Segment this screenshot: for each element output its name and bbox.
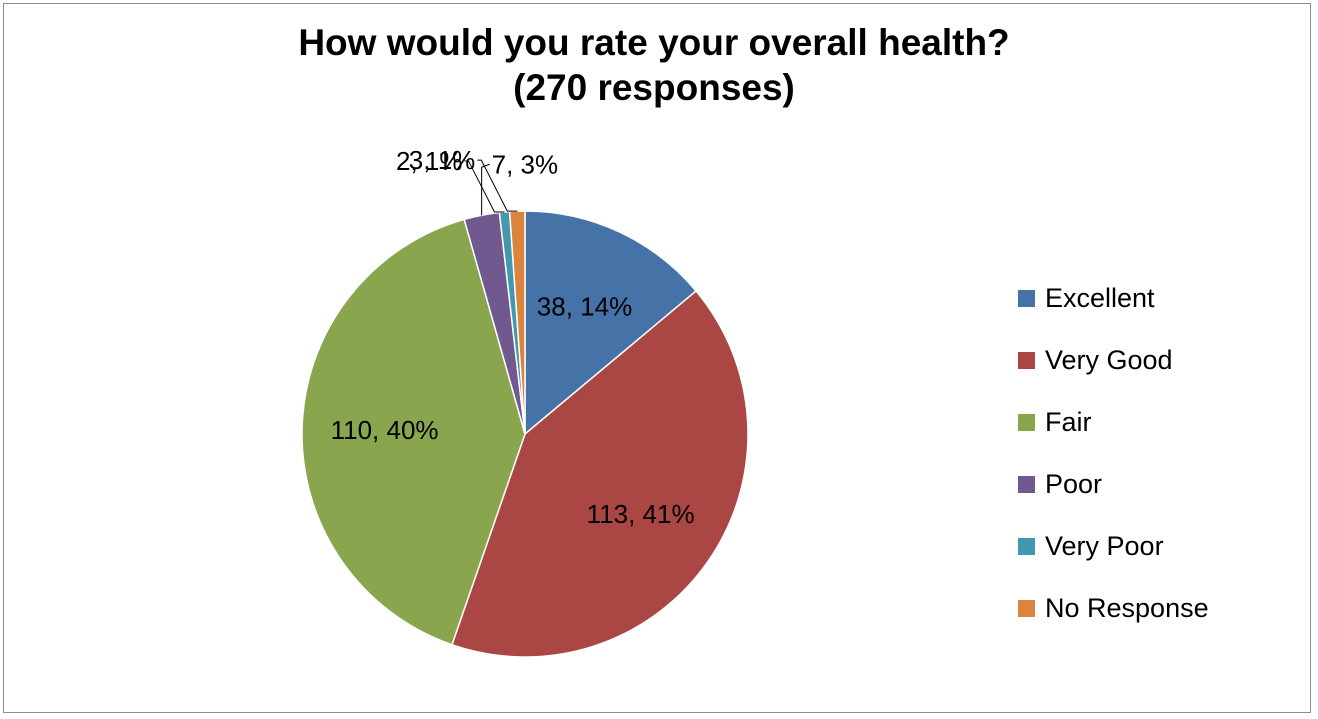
data-label-fair: 110, 40% [331, 415, 439, 445]
data-label-no-response: 3, 1% [409, 145, 476, 175]
data-label-very-poor: 2, 1% [396, 146, 463, 176]
chart-title-line-2: (270 responses) [513, 67, 795, 108]
data-label-poor: 7, 3% [492, 149, 559, 179]
chart-title-line-1: How would you rate your overall health? [298, 22, 1010, 63]
legend-swatch-very-poor [1018, 538, 1035, 555]
pie-slice-fair [301, 218, 526, 646]
legend-swatch-excellent [1018, 290, 1035, 307]
leader-line-poor [481, 163, 490, 216]
legend-swatch-poor [1018, 476, 1035, 493]
legend-label-fair: Fair [1045, 407, 1092, 437]
legend-label-poor: Poor [1045, 469, 1103, 499]
legend-label-very-poor: Very Poor [1045, 531, 1164, 561]
legend-swatch-very-good [1018, 352, 1035, 369]
pie-slice-very-good [450, 289, 749, 658]
data-label-excellent: 38, 14% [537, 292, 632, 322]
legend-label-very-good: Very Good [1045, 345, 1173, 375]
data-label-very-good: 113, 41% [587, 499, 695, 529]
legend-label-no-response: No Response [1045, 593, 1209, 623]
pie-slice-excellent [524, 210, 698, 436]
leader-line-no-response [477, 159, 518, 212]
legend-swatch-no-response [1018, 600, 1035, 617]
leader-line-very-poor [464, 160, 505, 213]
legend-label-excellent: Excellent [1045, 283, 1155, 313]
legend-swatch-fair [1018, 414, 1035, 431]
